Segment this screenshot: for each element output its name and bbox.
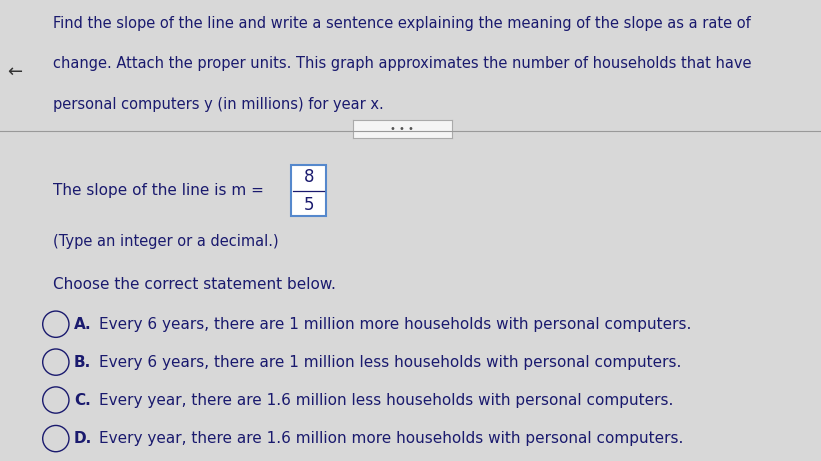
Text: Choose the correct statement below.: Choose the correct statement below.: [53, 277, 337, 292]
Text: A.: A.: [74, 317, 91, 332]
Text: • • •: • • •: [390, 124, 415, 134]
Text: change. Attach the proper units. This graph approximates the number of household: change. Attach the proper units. This gr…: [53, 57, 752, 71]
Text: 5: 5: [304, 195, 314, 213]
Text: personal computers y (in millions) for year x.: personal computers y (in millions) for y…: [53, 97, 384, 112]
Text: B.: B.: [74, 355, 91, 370]
Text: The slope of the line is m =: The slope of the line is m =: [53, 183, 264, 198]
Text: Every 6 years, there are 1 million less households with personal computers.: Every 6 years, there are 1 million less …: [99, 355, 681, 370]
Text: Every year, there are 1.6 million more households with personal computers.: Every year, there are 1.6 million more h…: [99, 431, 683, 446]
Text: Find the slope of the line and write a sentence explaining the meaning of the sl: Find the slope of the line and write a s…: [53, 16, 751, 31]
Text: Every year, there are 1.6 million less households with personal computers.: Every year, there are 1.6 million less h…: [99, 392, 673, 408]
Text: ←: ←: [7, 63, 22, 81]
FancyBboxPatch shape: [291, 165, 326, 216]
Text: (Type an integer or a decimal.): (Type an integer or a decimal.): [53, 234, 279, 249]
Text: D.: D.: [74, 431, 92, 446]
Text: 8: 8: [304, 168, 314, 186]
Text: Every 6 years, there are 1 million more households with personal computers.: Every 6 years, there are 1 million more …: [99, 317, 691, 332]
Text: C.: C.: [74, 392, 90, 408]
